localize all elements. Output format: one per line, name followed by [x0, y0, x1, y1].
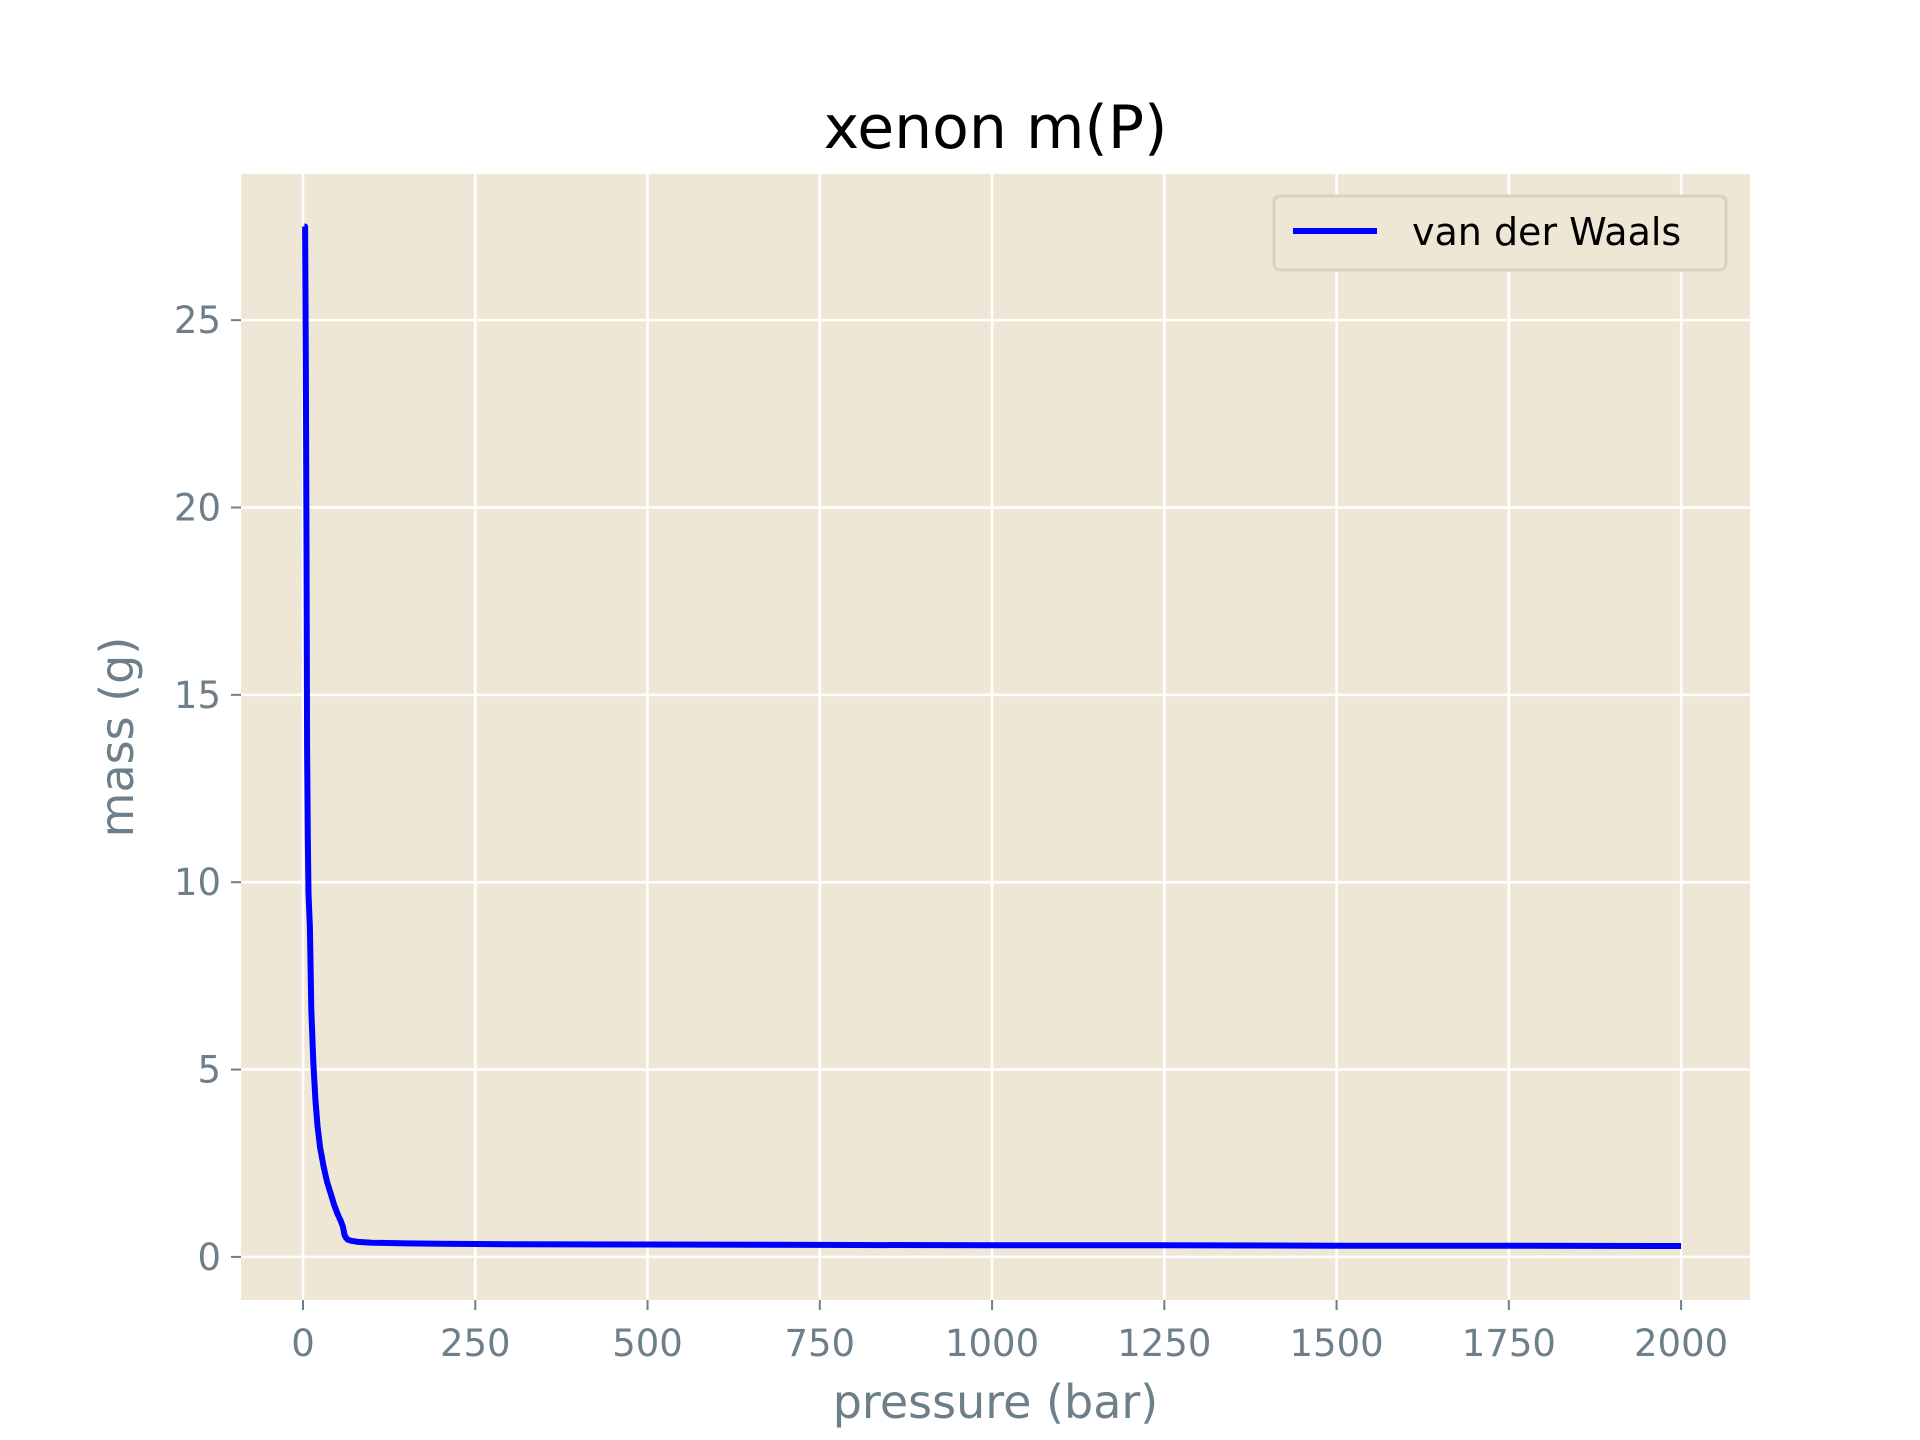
- legend-box: [1272, 194, 1728, 272]
- chart-title: xenon m(P): [824, 93, 1168, 163]
- y-tick-label: 20: [174, 486, 221, 529]
- y-axis-ticks: 0 5 10 15 20 25: [174, 299, 241, 1279]
- x-tick-label: 1000: [945, 1322, 1039, 1365]
- series-layer: [302, 223, 1682, 1249]
- x-tick-label: 500: [612, 1322, 683, 1365]
- x-axis-label: pressure (bar): [833, 1375, 1159, 1429]
- x-tick-label: 2000: [1634, 1322, 1728, 1365]
- x-tick-label: 1500: [1289, 1322, 1383, 1365]
- y-tick-label: 25: [174, 299, 221, 342]
- y-tick-label: 5: [197, 1049, 221, 1092]
- legend-label-van-der-waals: van der Waals: [1412, 210, 1681, 254]
- x-tick-label: 1250: [1117, 1322, 1211, 1365]
- y-axis-label: mass (g): [90, 637, 144, 838]
- legend: van der Waals: [1272, 194, 1728, 272]
- x-tick-label: 750: [784, 1322, 855, 1365]
- y-tick-label: 15: [174, 674, 221, 717]
- plot-area: [241, 174, 1750, 1300]
- series-line-van-der-waals: [302, 223, 1682, 1249]
- x-axis-ticks: 0 250 500 750 1000 1250 1500 1750 2000: [291, 1300, 1728, 1365]
- x-tick-label: 0: [291, 1322, 315, 1365]
- x-tick-label: 1750: [1462, 1322, 1556, 1365]
- y-gridlines: [241, 318, 1750, 1259]
- y-tick-label: 10: [174, 861, 221, 904]
- y-tick-label: 0: [197, 1236, 221, 1279]
- x-gridlines: [301, 174, 1683, 1300]
- x-tick-label: 250: [440, 1322, 511, 1365]
